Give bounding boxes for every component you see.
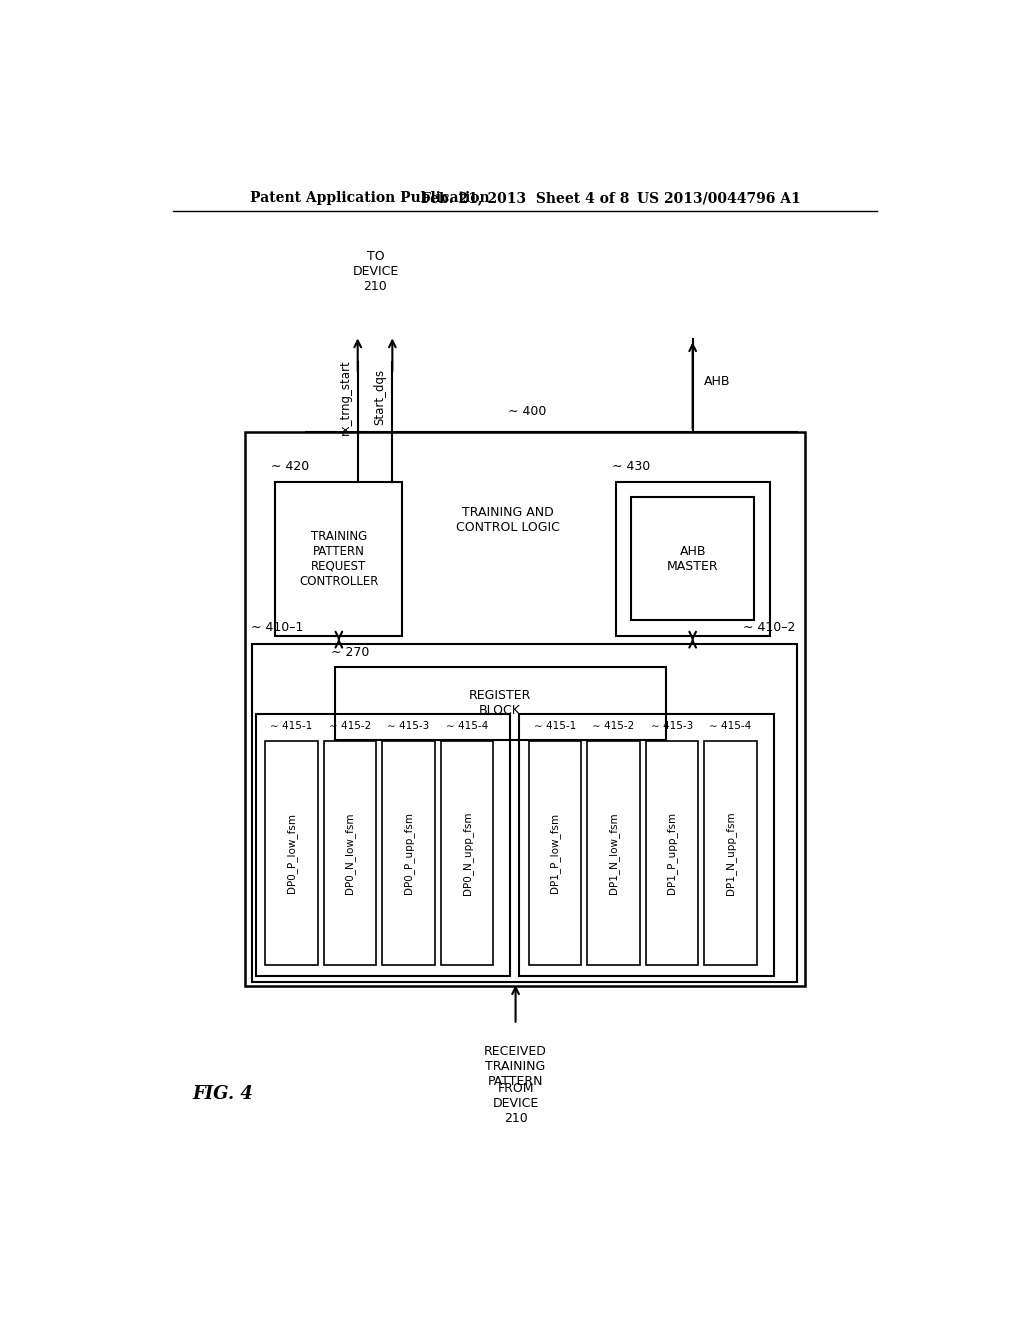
Text: TO
DEVICE
210: TO DEVICE 210 [352,251,398,293]
Bar [275,482,402,636]
Bar [382,742,435,965]
Text: TRAINING AND
CONTROL LOGIC: TRAINING AND CONTROL LOGIC [456,507,560,535]
Bar [519,714,773,977]
Text: DP0_P_low_fsm: DP0_P_low_fsm [286,813,297,892]
Text: ∼ 415-1: ∼ 415-1 [270,721,312,730]
Bar [705,742,757,965]
Text: DP0_N_upp_fsm: DP0_N_upp_fsm [462,812,472,895]
Text: RECEIVED
TRAINING
PATTERN: RECEIVED TRAINING PATTERN [484,1045,547,1089]
Text: FIG. 4: FIG. 4 [193,1085,253,1104]
Bar [587,742,640,965]
Text: ∼ 415-4: ∼ 415-4 [445,721,488,730]
Text: ∼ 430: ∼ 430 [611,459,650,473]
Bar [335,667,666,739]
Text: TRAINING
PATTERN
REQUEST
CONTROLLER: TRAINING PATTERN REQUEST CONTROLLER [299,529,379,587]
Text: Start_dqs: Start_dqs [373,370,386,425]
Text: rx_trng_start: rx_trng_start [339,359,351,436]
Text: DP0_P_upp_fsm: DP0_P_upp_fsm [403,812,414,894]
Bar [615,482,770,636]
Text: ∼ 415-3: ∼ 415-3 [387,721,430,730]
Text: ∼ 415-3: ∼ 415-3 [650,721,693,730]
Bar [256,714,510,977]
Text: US 2013/0044796 A1: US 2013/0044796 A1 [637,191,801,206]
Text: ∼ 415-2: ∼ 415-2 [592,721,635,730]
Bar [441,742,494,965]
Text: ∼ 270: ∼ 270 [331,645,369,659]
Text: DP0_N_low_fsm: DP0_N_low_fsm [344,812,355,894]
Bar [528,742,581,965]
Bar [252,644,798,982]
Bar [245,432,805,986]
Bar [646,742,698,965]
Bar [265,742,317,965]
Text: ∼ 415-1: ∼ 415-1 [534,721,575,730]
Text: DP1_P_upp_fsm: DP1_P_upp_fsm [667,812,677,894]
Text: Feb. 21, 2013  Sheet 4 of 8: Feb. 21, 2013 Sheet 4 of 8 [421,191,629,206]
Text: REGISTER
BLOCK: REGISTER BLOCK [469,689,531,717]
Text: Patent Application Publication: Patent Application Publication [250,191,489,206]
Text: DP1_P_low_fsm: DP1_P_low_fsm [550,813,560,894]
Bar [324,742,376,965]
Text: ∼ 415-4: ∼ 415-4 [710,721,752,730]
Text: ∼ 400: ∼ 400 [508,405,546,418]
Text: ∼ 410–1: ∼ 410–1 [251,622,303,635]
Text: DP1_N_upp_fsm: DP1_N_upp_fsm [725,810,736,895]
Text: ∼ 415-2: ∼ 415-2 [329,721,371,730]
Text: FROM
DEVICE
210: FROM DEVICE 210 [493,1082,539,1126]
Text: AHB
MASTER: AHB MASTER [667,545,719,573]
Text: AHB: AHB [705,375,731,388]
Bar [631,498,755,620]
Text: ∼ 420: ∼ 420 [271,459,309,473]
Text: DP1_N_low_fsm: DP1_N_low_fsm [608,812,618,894]
Text: ∼ 410–2: ∼ 410–2 [743,622,796,635]
